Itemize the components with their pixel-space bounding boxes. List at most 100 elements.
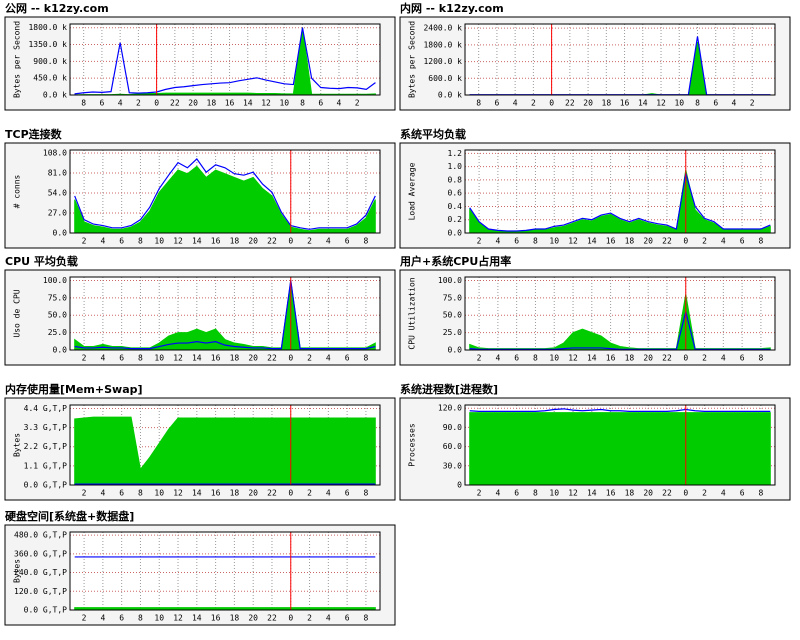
x-tick-label: 16: [606, 489, 616, 498]
plot-bg: [465, 24, 775, 95]
x-tick-label: 18: [230, 614, 240, 623]
line: [469, 408, 771, 412]
chart-title: 内存使用量[Mem+Swap]: [5, 382, 143, 396]
y-tick-label: 0.8: [448, 175, 463, 184]
x-tick-label: 18: [625, 354, 635, 363]
x-tick-label: 6: [119, 354, 124, 363]
y-tick-label: 3.3 G,T,P: [24, 423, 68, 432]
x-tick-label: 2: [477, 354, 482, 363]
x-tick-label: 12: [173, 489, 183, 498]
plot-frame: [464, 276, 776, 351]
x-tick-label: 18: [207, 99, 217, 108]
line: [469, 173, 771, 232]
y-tick-label: 27.0: [48, 208, 67, 217]
x-tick-label: 4: [721, 489, 726, 498]
y-axis-label: CPU Utilization: [408, 277, 417, 349]
x-tick-label: 22: [565, 99, 575, 108]
x-tick-label: 22: [662, 489, 672, 498]
x-tick-label: 8: [758, 354, 763, 363]
y-tick-label: 50.0: [443, 311, 462, 320]
y-axis-label: Bytes: [13, 433, 22, 457]
area: [469, 294, 771, 351]
y-tick-label: 240.0 G,T,P: [14, 568, 67, 577]
x-tick-label: 4: [495, 354, 500, 363]
area: [74, 416, 376, 486]
x-tick-label: 22: [267, 237, 277, 246]
x-tick-label: 2: [531, 99, 536, 108]
x-tick-label: 12: [568, 489, 578, 498]
x-tick-label: 16: [211, 614, 221, 623]
plot-frame: [464, 23, 776, 96]
plot-frame: [69, 276, 381, 351]
x-tick-label: 0: [154, 99, 159, 108]
x-tick-label: 14: [638, 99, 648, 108]
x-tick-label: 16: [606, 354, 616, 363]
y-tick-label: 81.0: [48, 168, 67, 177]
y-tick-label: 1.0: [448, 162, 463, 171]
plot-frame: [69, 23, 381, 96]
x-tick-label: 20: [583, 99, 593, 108]
x-tick-label: 10: [154, 614, 164, 623]
y-axis-label: Bytes: [13, 559, 22, 583]
y-tick-label: 480.0 G,T,P: [14, 531, 67, 540]
x-tick-label: 4: [100, 237, 105, 246]
y-axis-label: # conns: [13, 174, 22, 208]
x-tick-label: 6: [740, 489, 745, 498]
y-tick-label: 54.0: [48, 188, 67, 197]
x-tick-label: 16: [225, 99, 235, 108]
y-tick-label: 0.0: [53, 229, 68, 238]
x-tick-label: 2: [136, 99, 141, 108]
x-tick-label: 4: [326, 489, 331, 498]
plot-frame: [464, 404, 776, 486]
x-tick-label: 6: [345, 354, 350, 363]
x-tick-label: 0: [683, 354, 688, 363]
x-tick-label: 8: [476, 99, 481, 108]
x-tick-label: 8: [363, 237, 368, 246]
y-tick-label: 50.0: [48, 311, 67, 320]
y-tick-label: 1200.0 k: [423, 57, 462, 66]
x-tick-label: 2: [82, 237, 87, 246]
x-tick-label: 2: [702, 489, 707, 498]
x-tick-label: 18: [230, 354, 240, 363]
y-tick-label: 0.0 G,T,P: [24, 606, 68, 615]
x-tick-label: 2: [82, 354, 87, 363]
y-tick-label: 25.0: [443, 328, 462, 337]
x-tick-label: 20: [643, 354, 653, 363]
plot-frame: [69, 404, 381, 486]
x-tick-label: 20: [248, 237, 258, 246]
x-tick-label: 14: [587, 237, 597, 246]
x-tick-label: 16: [211, 237, 221, 246]
x-tick-label: 6: [740, 354, 745, 363]
x-tick-label: 22: [267, 489, 277, 498]
plot-frame: [69, 149, 381, 234]
chart-title: CPU 平均负载: [5, 254, 78, 268]
x-tick-label: 4: [337, 99, 342, 108]
x-tick-label: 10: [154, 237, 164, 246]
x-tick-label: 8: [138, 354, 143, 363]
y-tick-label: 1.2: [448, 149, 463, 158]
y-tick-label: 108.0: [43, 148, 67, 157]
y-axis-label: Processes: [408, 423, 417, 467]
x-tick-label: 12: [568, 354, 578, 363]
chart-title: 系统平均负载: [400, 127, 466, 141]
y-tick-label: 1800.0 k: [28, 23, 67, 32]
y-tick-label: 100.0: [43, 276, 67, 285]
line: [469, 311, 771, 350]
x-tick-label: 0: [683, 489, 688, 498]
x-tick-label: 0: [549, 99, 554, 108]
y-axis-label: Bytes per Second: [408, 21, 417, 98]
y-tick-label: 900.0 k: [33, 57, 67, 66]
x-tick-label: 20: [643, 237, 653, 246]
x-tick-label: 8: [300, 99, 305, 108]
x-tick-label: 6: [494, 99, 499, 108]
x-tick-label: 2: [355, 99, 360, 108]
x-tick-label: 6: [345, 237, 350, 246]
y-tick-label: 25.0: [48, 328, 67, 337]
y-tick-label: 0.0 k: [43, 91, 67, 100]
area: [469, 412, 771, 486]
x-tick-label: 10: [549, 489, 559, 498]
x-tick-label: 22: [267, 614, 277, 623]
y-tick-label: 0.0 G,T,P: [24, 481, 68, 490]
x-tick-label: 2: [477, 489, 482, 498]
